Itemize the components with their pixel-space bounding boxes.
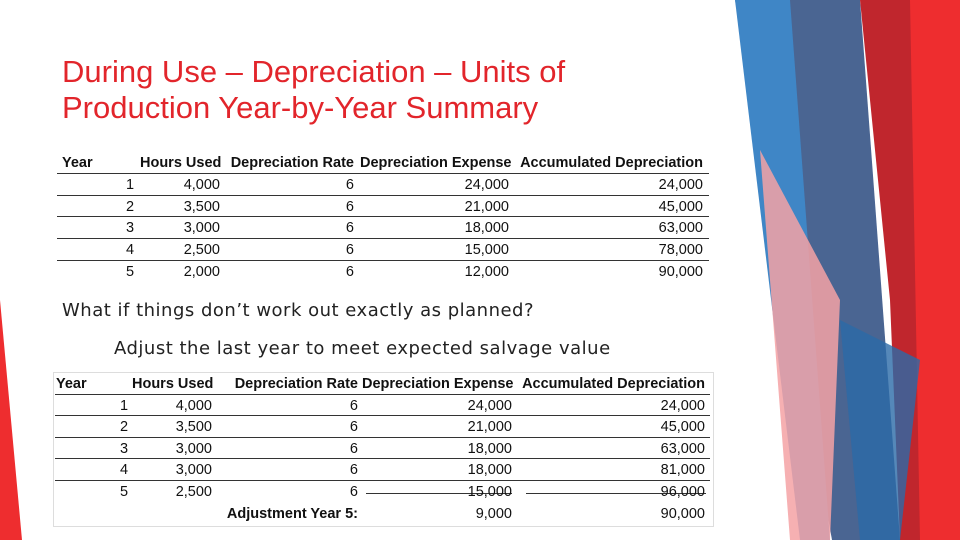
header-cell: Hours Used	[140, 155, 222, 171]
strike-line	[366, 493, 512, 494]
year-cell: 3	[119, 440, 129, 457]
accumulated-depreciation-cell: 63,000	[658, 220, 703, 237]
year-cell: 4	[119, 462, 129, 479]
year-cell: 5	[125, 264, 135, 280]
pink-triangle	[760, 150, 840, 540]
depreciation-expense-cell: 15,000	[464, 242, 509, 259]
accumulated-depreciation-cell: 24,000	[658, 176, 703, 193]
header-cell: Depreciation Rate	[230, 155, 354, 171]
strike-line	[526, 493, 706, 494]
depreciation-rate-cell: 6	[349, 397, 358, 414]
hours-used-cell: 3,500	[183, 198, 220, 215]
title: During Use – Depreciation – Units of Pro…	[62, 54, 566, 125]
header-cell: Accumulated Depreciation	[520, 155, 703, 171]
hours-used-cell: 2,500	[183, 242, 220, 259]
red-triangle	[0, 300, 22, 540]
depreciation-expense-cell: 24,000	[464, 176, 509, 193]
hours-used-cell: 3,000	[175, 440, 212, 457]
header-cell: Depreciation Expense	[362, 376, 514, 392]
accumulated-depreciation-cell: 78,000	[658, 242, 703, 259]
hours-used-cell: 2,000	[183, 264, 220, 280]
depreciation-rate-cell: 6	[349, 440, 358, 457]
table-2-background	[53, 372, 714, 527]
year-cell: 1	[119, 397, 129, 414]
accumulated-depreciation-cell: 96,000	[660, 484, 705, 500]
row-rule	[57, 194, 709, 196]
year-cell: 2	[119, 419, 129, 436]
depreciation-rate-cell: 6	[345, 264, 354, 280]
depreciation-expense-cell: 15,000	[467, 484, 512, 500]
row-rule	[55, 415, 710, 417]
depreciation-rate-cell: 6	[345, 242, 354, 259]
depreciation-rate-cell: 6	[349, 462, 358, 479]
depreciation-rate-cell: 6	[349, 484, 358, 500]
header-cell: Depreciation Expense	[360, 155, 512, 171]
depreciation-rate-cell: 6	[349, 419, 358, 436]
row-rule	[55, 480, 710, 481]
depreciation-expense-cell: 12,000	[464, 264, 509, 280]
red-band-light	[910, 0, 960, 540]
header-cell: Hours Used	[132, 376, 214, 392]
accumulated-depreciation-cell: 45,000	[658, 198, 703, 215]
header-cell: Year	[62, 155, 93, 171]
depreciation-expense-cell: 18,000	[467, 440, 512, 457]
depreciation-rate-cell: 6	[345, 198, 354, 215]
adjustment-expense: 9,000	[475, 505, 512, 522]
accumulated-depreciation-cell: 45,000	[660, 419, 705, 436]
accumulated-depreciation-cell: 90,000	[658, 264, 703, 280]
adjustment-label: Adjustment Year 5:	[226, 505, 358, 522]
accumulated-depreciation-cell: 24,000	[660, 397, 705, 414]
depreciation-rate-cell: 6	[345, 220, 354, 237]
hours-used-cell: 4,000	[183, 176, 220, 193]
depreciation-expense-cell: 21,000	[467, 419, 512, 436]
note: Adjust the last year to meet expected sa…	[114, 338, 611, 359]
hours-used-cell: 3,000	[183, 220, 220, 237]
depreciation-expense-cell: 18,000	[464, 220, 509, 237]
header-cell: Year	[56, 376, 87, 392]
depreciation-rate-cell: 6	[345, 176, 354, 193]
adjustment-accumulated: 90,000	[660, 505, 705, 522]
hours-used-cell: 3,500	[175, 419, 212, 436]
header-cell: Depreciation Rate	[234, 376, 358, 392]
hours-used-cell: 3,000	[175, 462, 212, 479]
depreciation-expense-cell: 18,000	[467, 462, 512, 479]
year-cell: 5	[119, 484, 129, 500]
year-cell: 3	[125, 220, 135, 237]
blue-triangle	[840, 320, 920, 540]
row-rule	[55, 436, 710, 438]
row-rule	[55, 458, 710, 460]
year-cell: 1	[125, 176, 135, 193]
header-cell: Accumulated Depreciation	[522, 376, 705, 392]
depreciation-expense-cell: 24,000	[467, 397, 512, 414]
hours-used-cell: 4,000	[175, 397, 212, 414]
row-rule	[57, 216, 709, 218]
accumulated-depreciation-cell: 63,000	[660, 440, 705, 457]
depreciation-expense-cell: 21,000	[464, 198, 509, 215]
question: What if things don’t work out exactly as…	[62, 300, 535, 321]
row-rule	[57, 238, 709, 240]
year-cell: 4	[125, 242, 135, 259]
row-rule	[57, 260, 709, 261]
row-rule	[55, 393, 710, 395]
accumulated-depreciation-cell: 81,000	[660, 462, 705, 479]
year-cell: 2	[125, 198, 135, 215]
hours-used-cell: 2,500	[175, 484, 212, 500]
row-rule	[57, 172, 709, 174]
